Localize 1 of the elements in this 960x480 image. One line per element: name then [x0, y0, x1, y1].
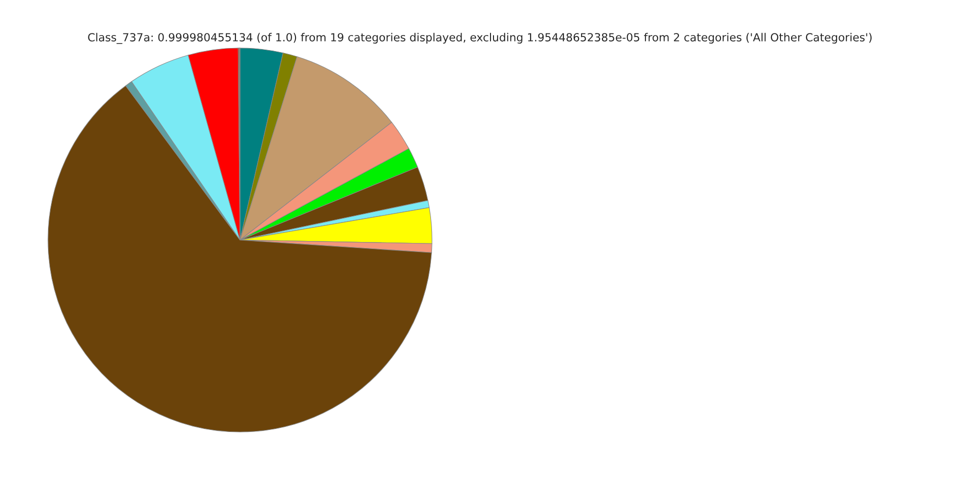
text: Class_737a: 0.999980455134 (of 1.0) from 19 categories displayed, excluding 1.95448652385e-05 from 2 categories ('All Other Categories'): [88, 32, 872, 44]
